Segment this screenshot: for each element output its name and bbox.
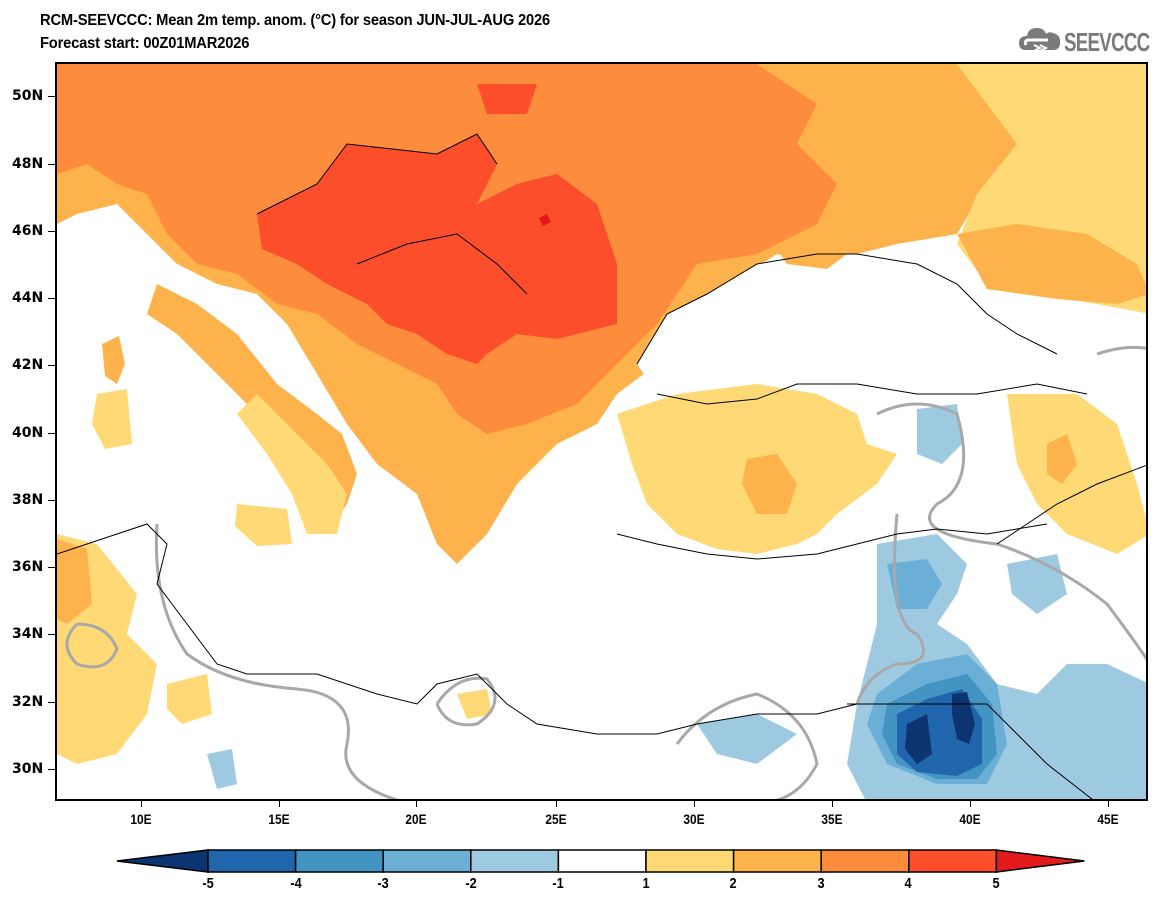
anomaly-band-2-3-turkey: [742, 454, 797, 514]
anomaly-corsica: [102, 336, 125, 384]
colorbar-label: 5: [992, 875, 1000, 892]
colorbar-label: 3: [817, 875, 825, 892]
lon-tick-label: 35E: [821, 811, 843, 827]
lat-tick: [48, 769, 55, 770]
anomaly-map: [57, 64, 1146, 799]
colorbar-swatch: [820, 849, 910, 873]
colorbar-swatch: [294, 849, 384, 873]
lon-tick-label: 30E: [683, 811, 705, 827]
colorbar-swatch: [732, 849, 822, 873]
colorbar-label: 2: [729, 875, 737, 892]
lon-tick: [556, 801, 557, 807]
anomaly-band-m1-m2-libya: [207, 749, 237, 789]
chart-title: RCM-SEEVCCC: Mean 2m temp. anom. (°C) fo…: [40, 12, 551, 29]
colorbar-label: -4: [290, 875, 302, 892]
lat-tick: [48, 567, 55, 568]
lon-tick-label: 10E: [130, 811, 152, 827]
colorbar: [115, 848, 1090, 879]
colorbar-swatch: [207, 849, 297, 873]
lat-tick: [48, 500, 55, 501]
lon-tick: [416, 801, 417, 807]
lat-tick-label: 32N: [12, 694, 44, 710]
anomaly-band-4-5-north: [477, 84, 537, 114]
colorbar-label: 4: [904, 875, 912, 892]
colorbar-swatch: [908, 849, 998, 873]
lat-tick-label: 40N: [12, 425, 44, 441]
black-sea: [637, 254, 1097, 404]
lat-tick: [48, 634, 55, 635]
lon-tick-label: 20E: [405, 811, 427, 827]
anomaly-crimea: [777, 239, 847, 269]
seevccc-logo: SEEVCCC: [1018, 24, 1158, 58]
lon-tick-label: 25E: [545, 811, 567, 827]
lat-tick-label: 46N: [12, 223, 44, 239]
anomaly-band-2-3-algeria: [57, 539, 92, 624]
colorbar-swatch: [557, 849, 647, 873]
lon-tick: [141, 801, 142, 807]
lat-tick-label: 44N: [12, 290, 44, 306]
logo-text: SEEVCCC: [1064, 27, 1150, 57]
colorbar-label: -2: [465, 875, 477, 892]
anomaly-band-m1-m2-egypt: [697, 714, 797, 764]
lon-tick-label: 15E: [268, 811, 290, 827]
lat-tick-label: 38N: [12, 492, 44, 508]
lon-tick: [832, 801, 833, 807]
colorbar-label: -5: [202, 875, 214, 892]
anomaly-band-italy-south: [237, 394, 347, 534]
colorbar-swatch: [645, 849, 735, 873]
anomaly-band-1-2-eastturkey: [1007, 394, 1146, 554]
lat-tick: [48, 231, 55, 232]
cloud-icon: [1019, 28, 1061, 52]
anomaly-sicily: [235, 504, 292, 546]
colorbar-label: -3: [377, 875, 389, 892]
anomaly-band-1-2-cyrenaica: [457, 689, 492, 719]
colorbar-extend-high: [995, 849, 1085, 873]
anomaly-band-1-2-libya: [167, 674, 212, 724]
country-borders: [57, 133, 1146, 799]
lat-tick-label: 48N: [12, 156, 44, 172]
map-plot-area: [55, 62, 1148, 801]
anomaly-band-m1-m2-turkey: [917, 404, 962, 464]
lat-tick-label: 34N: [12, 626, 44, 642]
colorbar-graphic: [116, 849, 1085, 873]
lat-tick-label: 42N: [12, 357, 44, 373]
colorbar-extend-low: [116, 849, 209, 873]
forecast-start-label: Forecast start: 00Z01MAR2026: [40, 35, 250, 52]
lat-tick: [48, 96, 55, 97]
colorbar-label: 1: [642, 875, 650, 892]
anomaly-band-3-4-west: [117, 104, 237, 194]
anomaly-band-2-3-russia: [957, 224, 1146, 304]
lon-tick: [1108, 801, 1109, 807]
lon-tick-label: 45E: [1097, 811, 1119, 827]
anomaly-band-4-5: [257, 134, 617, 364]
colorbar-swatch: [470, 849, 560, 873]
lat-tick: [48, 298, 55, 299]
colorbar-swatch: [382, 849, 472, 873]
lat-tick: [48, 433, 55, 434]
lat-tick-label: 30N: [12, 761, 44, 777]
colorbar-label: -1: [552, 875, 564, 892]
lon-tick-label: 40E: [959, 811, 981, 827]
lat-tick: [48, 164, 55, 165]
lat-tick: [48, 365, 55, 366]
anomaly-band-lt-m5: [905, 692, 975, 764]
lat-tick-label: 36N: [12, 559, 44, 575]
anomaly-band-2-3-eastturkey: [1047, 434, 1077, 484]
lat-tick-label: 50N: [12, 88, 44, 104]
lon-tick: [279, 801, 280, 807]
lon-tick: [694, 801, 695, 807]
anomaly-sardinia: [92, 389, 132, 449]
anomaly-band-gt5: [539, 214, 551, 226]
lat-tick: [48, 702, 55, 703]
lon-tick: [970, 801, 971, 807]
